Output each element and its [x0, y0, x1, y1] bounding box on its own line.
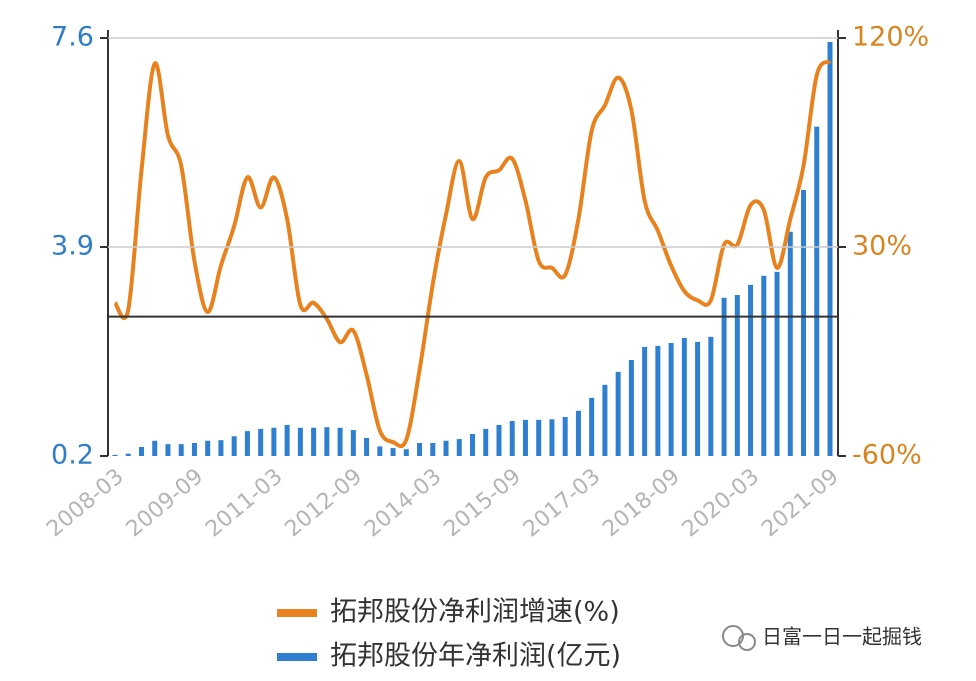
- legend-label: 拓邦股份净利润增速(%): [330, 597, 620, 628]
- bar: [324, 427, 330, 456]
- bar: [138, 446, 144, 456]
- bar: [642, 346, 648, 456]
- bar: [628, 359, 634, 456]
- bar: [575, 410, 581, 456]
- bar: [774, 271, 780, 456]
- bar: [178, 444, 184, 456]
- bar: [549, 419, 555, 456]
- bar: [125, 453, 131, 456]
- bar: [827, 41, 833, 457]
- bar: [271, 427, 277, 456]
- y-tick-label: 3.9: [51, 231, 94, 262]
- watermark-text: 日富一日一起掘钱: [762, 625, 922, 649]
- bar: [231, 436, 237, 456]
- bar: [695, 341, 701, 456]
- bar: [244, 431, 250, 456]
- legend-swatch: [277, 653, 317, 661]
- x-tick-label: 2021-09: [757, 464, 843, 542]
- bar: [509, 420, 515, 456]
- x-tick-label: 2014-03: [360, 464, 446, 542]
- bar: [589, 397, 595, 456]
- bar: [681, 337, 687, 456]
- legend-label: 拓邦股份年净利润(亿元): [330, 641, 621, 672]
- bar: [165, 444, 171, 456]
- bar: [191, 443, 197, 456]
- bar: [337, 427, 343, 456]
- bar: [258, 428, 264, 456]
- x-tick-label: 2009-09: [122, 464, 208, 542]
- bar: [443, 440, 449, 456]
- bar: [218, 440, 224, 456]
- bar: [152, 440, 158, 456]
- bar: [456, 439, 462, 456]
- bar: [112, 454, 118, 456]
- bar: [734, 295, 740, 456]
- legend-swatch: [277, 609, 317, 617]
- watermark: 日富一日一起掘钱: [722, 625, 922, 651]
- x-tick-label: 2017-03: [519, 464, 605, 542]
- x-tick-label: 2020-03: [678, 464, 764, 542]
- x-tick-label: 2012-09: [281, 464, 367, 542]
- bar: [403, 449, 409, 456]
- plot-area: [112, 41, 833, 457]
- bar: [297, 427, 303, 456]
- bar: [801, 189, 807, 456]
- bar: [814, 126, 820, 457]
- bar: [668, 343, 674, 456]
- bar: [787, 231, 793, 456]
- bar: [364, 437, 370, 456]
- bar: [602, 384, 608, 456]
- bar: [483, 428, 489, 456]
- bar: [721, 297, 727, 456]
- x-tick-label: 2008-03: [42, 464, 128, 542]
- bar: [377, 446, 383, 456]
- y2-tick-label: -60%: [852, 440, 922, 471]
- bar: [655, 345, 661, 456]
- bar: [496, 424, 502, 456]
- y2-tick-label: 120%: [852, 22, 929, 53]
- bar: [350, 430, 356, 456]
- x-tick-label: 2018-09: [598, 464, 684, 542]
- bar: [562, 417, 568, 456]
- y-tick-label: 0.2: [51, 440, 94, 471]
- bar: [430, 443, 436, 456]
- bar: [311, 427, 317, 456]
- bar: [748, 284, 754, 456]
- bar: [417, 443, 423, 456]
- bar: [284, 424, 290, 456]
- bar: [536, 419, 542, 456]
- bar: [761, 275, 767, 456]
- watermark-icon: [738, 633, 756, 651]
- bar: [708, 336, 714, 456]
- bar: [205, 440, 211, 456]
- bar: [522, 419, 528, 456]
- line: [113, 59, 832, 449]
- x-tick-label: 2015-09: [439, 464, 525, 542]
- bar: [615, 371, 621, 456]
- x-tick-label: 2011-03: [201, 464, 287, 542]
- bar: [470, 433, 475, 456]
- y2-tick-label: 30%: [852, 231, 912, 262]
- bar: [390, 448, 396, 456]
- legend: 拓邦股份净利润增速(%) 拓邦股份年净利润(亿元): [277, 597, 621, 672]
- y-tick-label: 7.6: [51, 22, 94, 53]
